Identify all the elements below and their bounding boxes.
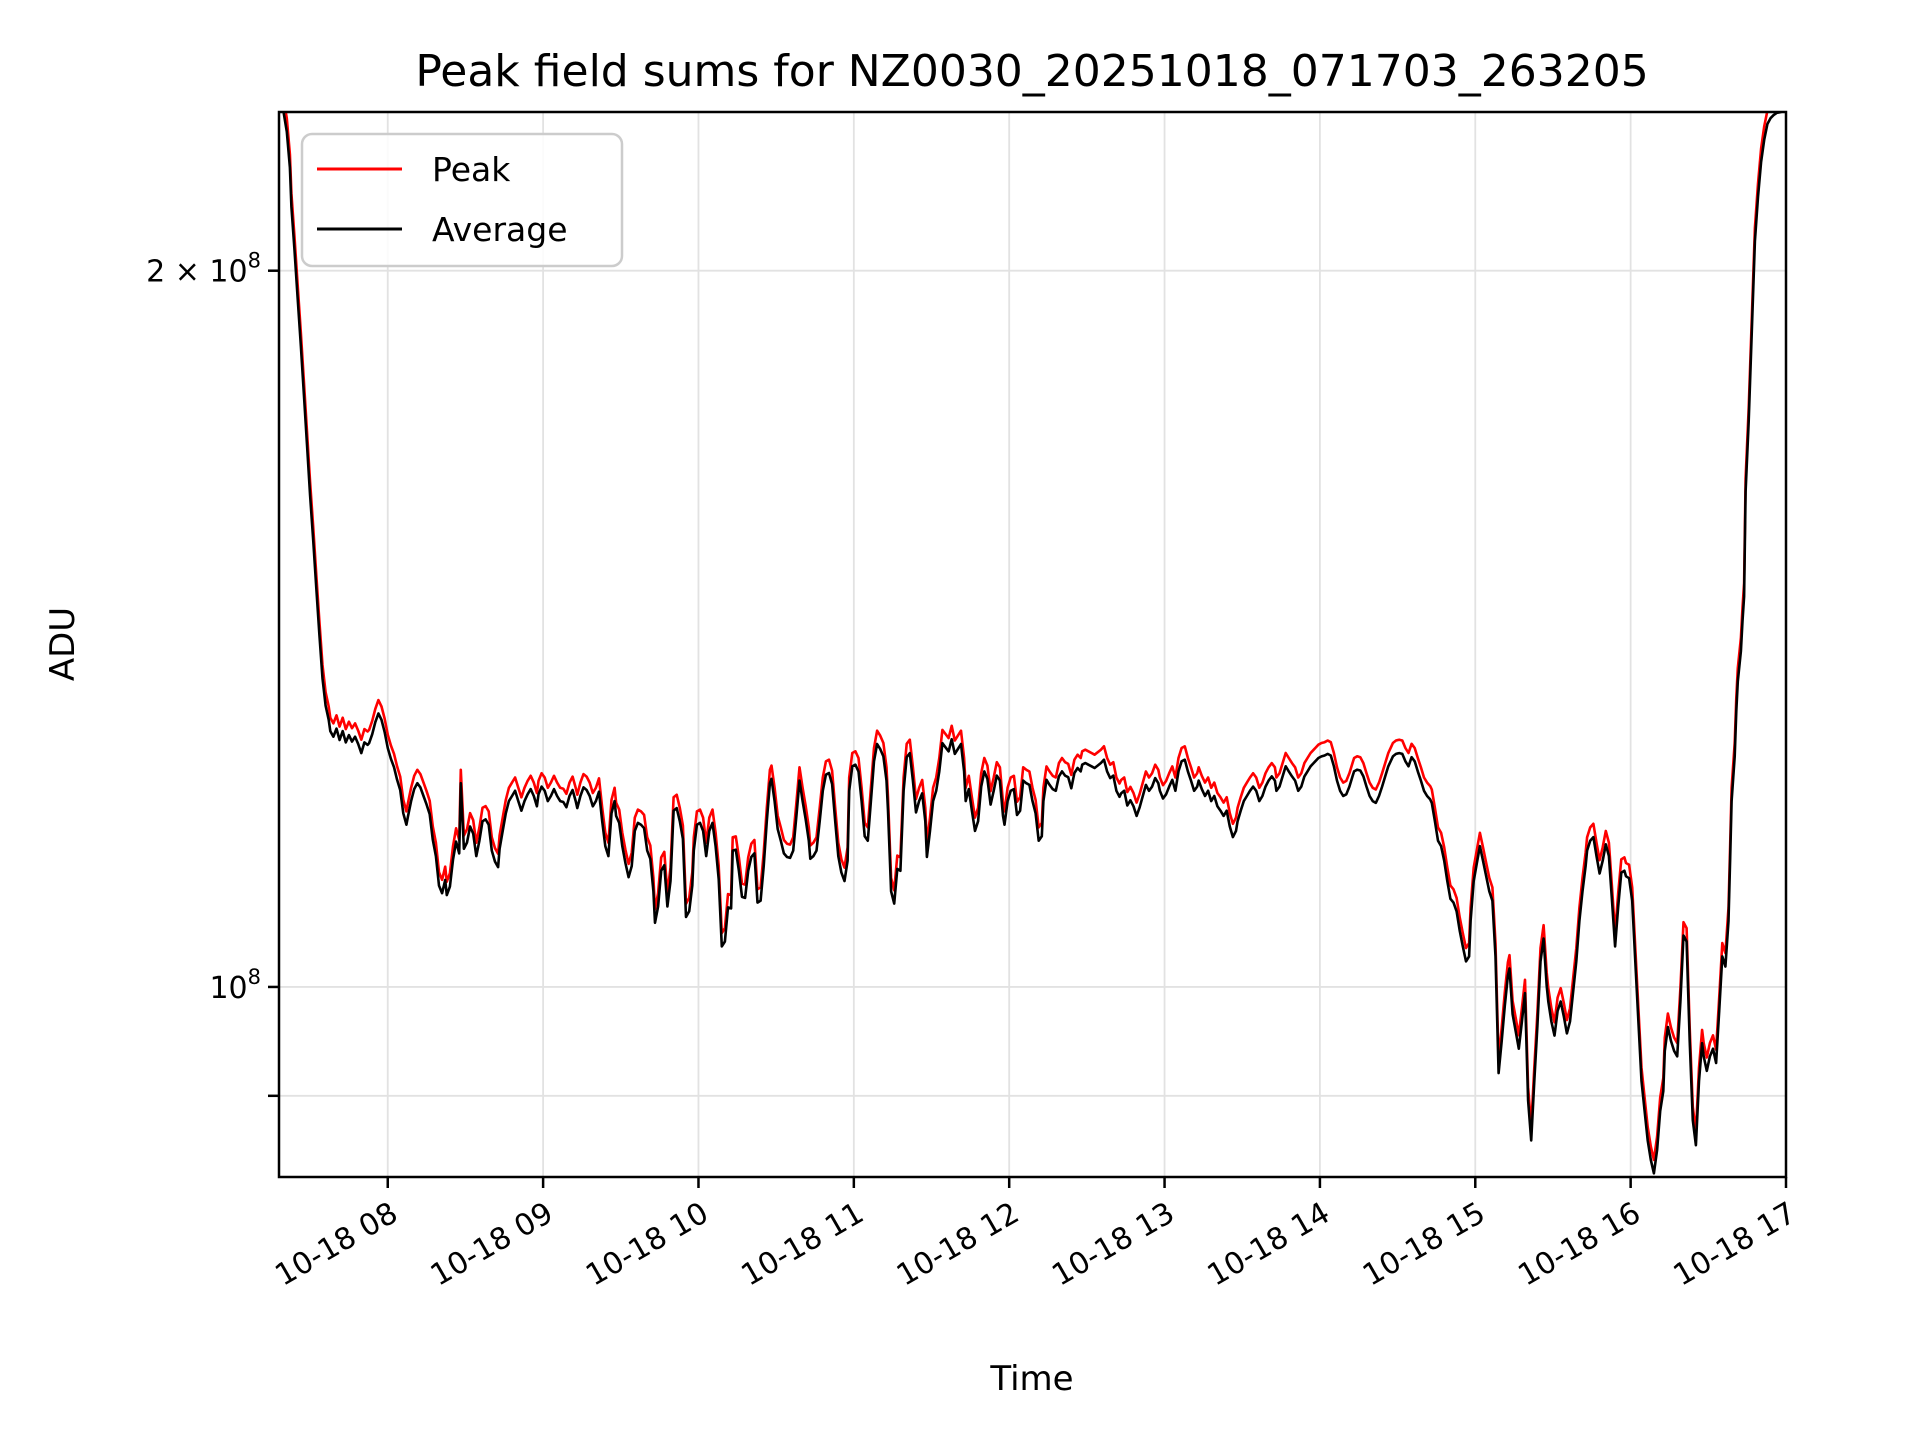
- legend-box: [300, 132, 624, 268]
- x-axis-label: Time: [989, 1359, 1073, 1399]
- data-series: [282, 112, 1782, 1175]
- legend-label-peak: Peak: [432, 150, 511, 189]
- y-axis-label: ADU: [43, 607, 83, 681]
- chart-title: Peak field sums for NZ0030_20251018_0717…: [415, 46, 1648, 97]
- legend: Peak Average: [300, 132, 624, 268]
- y-tick-label: 108: [209, 965, 261, 1006]
- average-line: [282, 112, 1782, 1175]
- legend-label-average: Average: [432, 210, 568, 249]
- plot-border: [277, 110, 1788, 1179]
- y-tick-label: 2 × 108: [146, 249, 261, 290]
